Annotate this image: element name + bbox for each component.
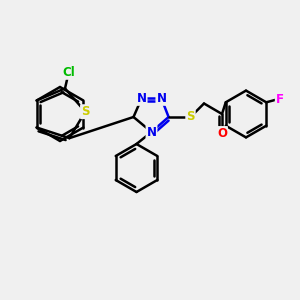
- Text: N: N: [146, 125, 157, 139]
- Text: S: S: [81, 105, 89, 118]
- Text: S: S: [186, 110, 195, 124]
- Text: Cl: Cl: [62, 66, 75, 79]
- Text: O: O: [217, 127, 227, 140]
- Text: N: N: [156, 92, 167, 105]
- Text: F: F: [276, 93, 284, 106]
- Text: N: N: [136, 92, 147, 105]
